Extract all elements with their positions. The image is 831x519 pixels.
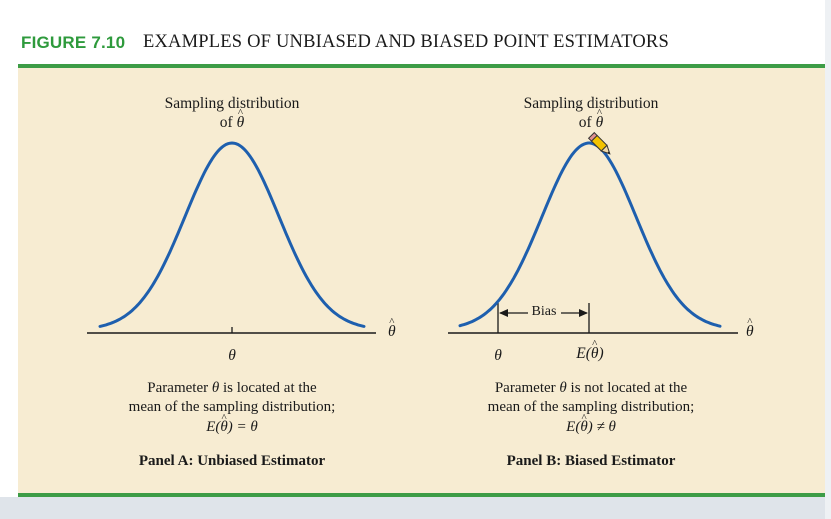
bias-arrowhead-right <box>579 309 588 317</box>
panel-a-curve-label-prefix: of <box>219 114 233 131</box>
panel-a-axis-label: θ <box>388 322 396 341</box>
panel-b-name: Panel B: Biased Estimator <box>506 453 676 469</box>
panel-b-desc-line1: Parameter θ is not located at the <box>495 379 687 398</box>
panel-b-curve-label-prefix: of <box>578 114 592 131</box>
panel-b-mean-tick-theta-hat: θ <box>591 344 599 363</box>
bias-arrowhead-left <box>499 309 508 317</box>
panel-b-axis-theta-hat: θ <box>746 322 754 341</box>
panel-b-sampling-curve <box>458 141 722 328</box>
panel-a-curve-label-line2: of θ <box>220 113 244 132</box>
below-figure-area <box>0 497 831 519</box>
panel-a-expectation-equation: E(θ) = θ <box>206 418 258 437</box>
panel-b-desc-line2: mean of the sampling distribution; <box>487 399 695 415</box>
panel-b-desc-prefix: Parameter <box>494 380 556 396</box>
panel-b-expectation-equation: E(θ) ≠ θ <box>566 418 616 437</box>
panel-a-desc-line2: mean of the sampling distribution; <box>128 399 336 415</box>
right-edge <box>825 0 831 519</box>
panel-b-expectation-equation-theta-hat: θ <box>580 418 587 437</box>
panel-a-name: Panel A: Unbiased Estimator <box>138 453 326 469</box>
panel-b-axis-label: θ <box>746 322 754 341</box>
panel-a-desc-suffix: is located at the <box>222 380 317 396</box>
panel-b-curve-label-line1: Sampling distribution <box>523 95 659 112</box>
panel-a-desc-theta: θ <box>211 380 220 396</box>
panel-a-axis-theta-hat: θ <box>388 322 396 341</box>
panel-a-curve-label-line1: Sampling distribution <box>164 95 300 112</box>
panel-b-mean-tick: E(θ) <box>576 344 603 363</box>
panel-b-parameter-tick: θ <box>494 347 502 364</box>
figure-header <box>0 0 831 68</box>
panel-a-theta-hat-symbol: θ <box>237 113 245 132</box>
panel-a-sampling-curve <box>98 141 366 328</box>
bottom-rule <box>18 493 825 497</box>
panel-b-desc-suffix: is not located at the <box>570 380 688 396</box>
panel-b-theta-hat-symbol: θ <box>596 113 604 132</box>
figure-label: FIGURE 7.10 <box>21 33 126 52</box>
panel-a-expectation-equation-theta-hat: θ <box>220 418 227 437</box>
panel-a-parameter-tick: θ <box>228 347 236 364</box>
top-rule <box>18 64 825 68</box>
figure-title: EXAMPLES OF UNBIASED AND BIASED POINT ES… <box>143 32 669 52</box>
panel-a-desc-prefix: Parameter <box>147 380 209 396</box>
pencil-cursor-icon <box>587 131 611 155</box>
panel-b-desc-theta: θ <box>559 380 567 396</box>
figure-panel <box>18 68 825 493</box>
panel-a-desc-line1: Parameter θ is located at the <box>147 379 316 398</box>
panel-b-curve-label-line2: of θ <box>579 113 603 132</box>
bias-label: Bias <box>529 304 559 320</box>
